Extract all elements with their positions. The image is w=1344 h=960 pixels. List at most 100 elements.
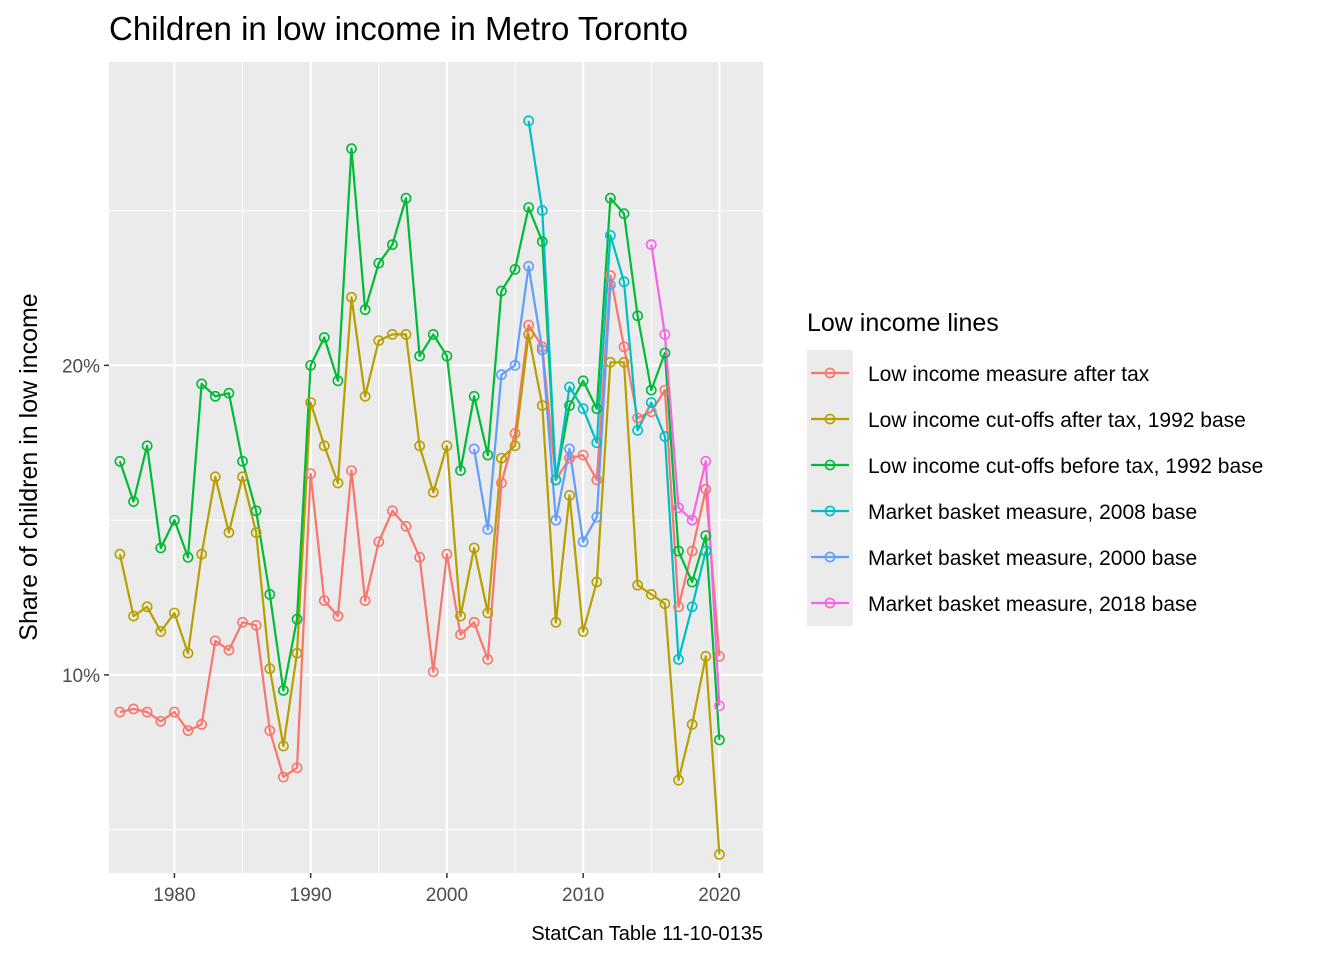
data-point [291,647,303,659]
data-point [536,205,548,216]
data-point [536,400,548,411]
data-point [509,428,521,439]
data-point [550,474,562,486]
legend-label: Market basket measure, 2018 base [868,593,1197,616]
data-point [686,576,698,588]
data-point [346,291,357,303]
data-point [414,440,426,452]
data-point [659,384,671,396]
chart-title: Children in low income in Metro Toronto [109,10,688,47]
data-point [346,143,357,155]
data-point [700,650,712,662]
legend-item: Market basket measure, 2018 base [807,580,1197,626]
legend-item: Market basket measure, 2008 base [807,488,1197,534]
data-point [441,440,453,452]
legend-key-point [824,413,836,425]
legend-item: Low income cut-offs after tax, 1992 base [807,396,1246,442]
data-point [673,654,684,665]
data-point [414,350,426,362]
legend-key-point [824,551,836,563]
data-point [659,598,671,610]
data-point [223,527,235,538]
data-point [209,635,221,647]
data-point [645,397,657,408]
data-point [128,496,139,507]
data-point [686,601,698,613]
data-point [332,610,344,622]
legend-label: Low income measure after tax [868,363,1150,386]
data-point [128,610,139,622]
x-tick-label: 1980 [153,885,195,906]
data-point [686,514,698,526]
legend-item: Market basket measure, 2000 base [807,534,1197,580]
data-point [209,390,221,402]
data-point [605,356,616,368]
data-point [455,629,466,641]
data-point [114,455,126,467]
data-point [509,440,521,452]
series-line-1 [119,274,721,779]
data-point [659,328,671,340]
data-point [700,483,712,495]
data-point [591,437,603,449]
data-point [155,542,167,554]
data-point [237,455,248,467]
data-point [250,505,262,517]
data-point [605,279,616,291]
data-point [182,551,194,563]
data-point [237,471,248,483]
data-point [455,610,466,622]
data-point [277,684,289,696]
data-point [523,328,535,340]
data-point [495,477,507,489]
data-point [700,530,712,541]
legend-label: Market basket measure, 2008 base [868,501,1197,524]
data-point [591,576,603,588]
data-point [427,666,439,678]
data-point [196,378,208,390]
data-point [318,440,330,452]
x-tick-label: 2010 [562,885,604,906]
data-point [577,626,589,637]
data-point [196,548,208,560]
data-point [168,706,180,718]
data-point [618,208,630,220]
data-point [291,762,303,774]
data-point [427,486,439,498]
data-point [468,443,480,455]
data-point [673,774,684,786]
data-point [400,328,412,340]
data-point [414,551,426,563]
data-point [577,449,589,461]
x-tick-label: 2000 [426,885,468,906]
chart-caption: StatCan Table 11-10-0135 [531,923,763,945]
data-point [482,524,494,535]
data-point [223,387,235,399]
legend-item: Low income measure after tax [807,350,1150,396]
y-axis-title: Share of children in low income [15,293,43,640]
legend-key-point [824,597,836,609]
legend-label: Low income cut-offs after tax, 1992 base [868,409,1246,432]
data-point [386,239,398,251]
data-point [591,511,603,523]
data-point [455,465,466,476]
data-point [591,474,603,486]
data-point [536,236,548,247]
data-point [536,341,548,353]
data-point [277,740,289,752]
data-point [618,276,630,288]
data-point [605,192,616,204]
data-point [332,375,344,387]
data-point [441,350,453,362]
data-point [509,359,521,371]
data-point [468,542,480,554]
data-point [373,335,385,346]
data-point [168,514,180,526]
data-point [264,589,276,600]
series-points [114,115,725,860]
data-point [673,502,684,514]
data-point [359,304,371,316]
data-point [714,650,725,662]
data-point [141,440,153,452]
